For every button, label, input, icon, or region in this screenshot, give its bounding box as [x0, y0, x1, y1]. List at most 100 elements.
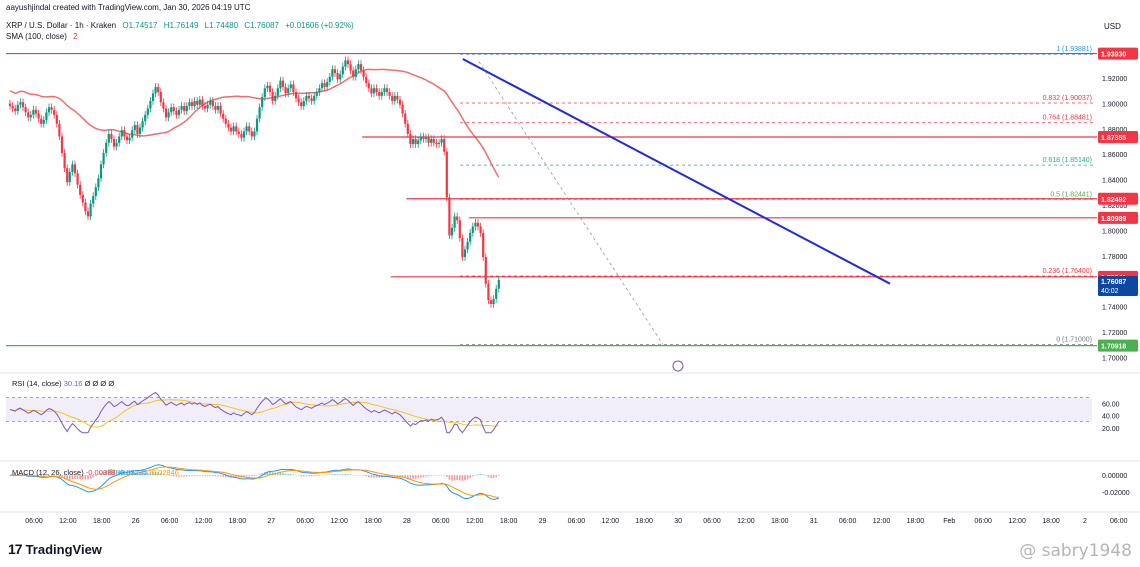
candle-body — [162, 102, 165, 109]
candle-body — [266, 85, 269, 89]
macd-histogram-bar — [69, 475, 71, 480]
macd-histogram-bar — [214, 475, 217, 477]
candle-body — [149, 100, 152, 109]
candle-body — [300, 102, 303, 106]
macd-histogram-bar — [243, 475, 245, 478]
candle-body — [372, 88, 376, 94]
candle-body — [440, 139, 443, 143]
candle-body — [55, 114, 58, 124]
macd-histogram-bar — [417, 475, 419, 479]
macd-histogram-bar — [269, 471, 271, 476]
macd-histogram-bar — [316, 475, 318, 476]
candle-body — [302, 100, 305, 106]
candle-body — [375, 88, 378, 93]
candle-body — [66, 168, 69, 183]
candle-body — [107, 133, 110, 143]
macd-histogram-bar — [365, 475, 367, 477]
macd-histogram-bar — [199, 475, 201, 476]
candle-body — [479, 226, 482, 233]
candle-body — [131, 130, 134, 138]
price-tick-label: 1.80000 — [1102, 228, 1127, 235]
macd-histogram-bar — [443, 474, 445, 476]
candle-body — [339, 74, 342, 80]
candle-body — [175, 111, 178, 115]
macd-histogram-bar — [126, 471, 128, 476]
time-tick-label: 18:00 — [907, 518, 925, 525]
macd-histogram-bar — [170, 475, 172, 476]
candle-body — [463, 249, 467, 258]
macd-histogram-bar — [201, 475, 204, 476]
sma-legend[interactable]: SMA (100, close) 2 — [6, 32, 82, 41]
fib-level-label: 0.5 (1.82441) — [1050, 191, 1092, 198]
candle-body — [284, 86, 287, 94]
candle-body — [128, 137, 131, 141]
time-tick-label: 30 — [674, 518, 682, 525]
rsi-tick-label: 20.00 — [1102, 426, 1120, 433]
macd-histogram-bar — [209, 475, 211, 476]
price-tick-label: 1.70000 — [1102, 355, 1127, 362]
macd-histogram-bar — [53, 475, 55, 476]
macd-title: MACD (12, 26, close) — [12, 468, 84, 477]
candle-body — [235, 126, 238, 132]
symbol-name[interactable]: XRP / U.S. Dollar · 1h · Kraken — [6, 21, 117, 30]
candle-body — [404, 113, 407, 124]
candle-body — [188, 102, 191, 106]
candle-body — [144, 114, 147, 122]
macd-histogram-bar — [186, 475, 188, 477]
macd-histogram-bar — [97, 474, 100, 476]
tradingview-brand[interactable]: 17 TradingView — [8, 541, 102, 557]
candle-body — [196, 100, 199, 105]
macd-histogram-bar — [251, 475, 253, 477]
macd-histogram-bar — [360, 475, 362, 476]
macd-histogram-bar — [128, 471, 131, 476]
ohlc-low: L1.74480 — [204, 21, 239, 30]
macd-histogram-bar — [118, 470, 120, 476]
macd-histogram-bar — [100, 473, 102, 476]
created-by-text: aayushjindal created with TradingView.co… — [6, 3, 251, 12]
time-tick-label: 12:00 — [873, 518, 891, 525]
candle-body — [385, 88, 389, 93]
candle-body — [193, 100, 196, 106]
macd-histogram-bar — [321, 475, 323, 476]
candle-body — [229, 127, 233, 132]
candle-body — [63, 152, 66, 169]
candle-body — [16, 104, 19, 112]
time-tick-label: 2 — [1083, 518, 1087, 525]
time-tick-label: 06:00 — [1110, 518, 1128, 525]
candle-body — [435, 142, 438, 145]
macd-histogram-bar — [66, 475, 68, 480]
candle-body — [367, 83, 370, 89]
candle-body — [138, 127, 142, 134]
macd-legend[interactable]: MACD (12, 26, close) -0.00388 -0.03235 -… — [12, 468, 179, 477]
macd-histogram-bar — [58, 475, 61, 477]
macd-histogram-bar — [61, 475, 63, 478]
macd-histogram-bar — [414, 475, 417, 479]
macd-histogram-bar — [464, 475, 466, 481]
macd-histogram-bar — [477, 474, 479, 476]
candle-body — [310, 98, 313, 101]
fib-level-label: 0.236 (1.76400) — [1043, 268, 1092, 275]
candle-body — [370, 88, 373, 94]
macd-histogram-bar — [420, 475, 422, 478]
candle-body — [159, 92, 162, 103]
macd-histogram-bar — [105, 470, 107, 476]
macd-histogram-bar — [362, 475, 365, 476]
macd-histogram-bar — [175, 475, 178, 477]
macd-histogram-bar — [472, 475, 474, 477]
time-tick-label: 06:00 — [296, 518, 314, 525]
candle-body — [81, 194, 84, 203]
candle-body — [86, 211, 90, 217]
time-tick-label: 31 — [810, 518, 818, 525]
macd-histogram-bar — [370, 475, 373, 478]
candle-body — [354, 69, 357, 77]
rsi-legend[interactable]: RSI (14, close) 30.16 Ø Ø Ø Ø — [12, 379, 114, 388]
candle-body — [430, 139, 433, 143]
macd-histogram-bar — [154, 471, 157, 476]
candle-body — [45, 112, 48, 120]
price-tag — [1098, 131, 1138, 144]
rsi-tick-label: 60.00 — [1102, 401, 1120, 408]
time-tick-label: 29 — [539, 518, 547, 525]
candle-body — [206, 104, 209, 109]
macd-histogram-bar — [284, 473, 287, 476]
